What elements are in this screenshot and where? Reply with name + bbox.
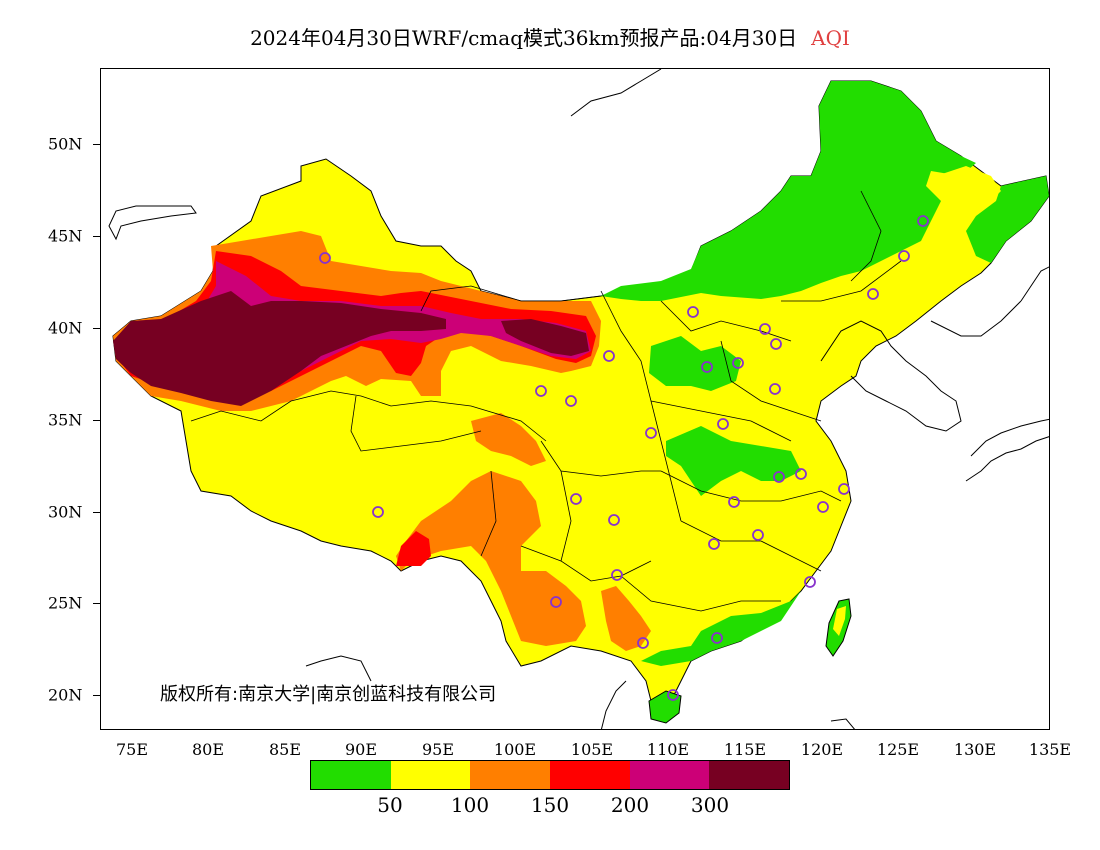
legend-swatch-green xyxy=(311,761,391,789)
northeast-east-green-region xyxy=(966,176,1049,263)
station-marker xyxy=(570,493,582,505)
lat-tick xyxy=(93,328,100,329)
station-marker xyxy=(701,361,713,373)
station-marker xyxy=(372,506,384,518)
station-marker xyxy=(732,357,744,369)
southwest-orange-region xyxy=(396,471,586,646)
copyright-text: 版权所有:南京大学|南京创蓝科技有限公司 xyxy=(160,684,497,705)
lat-label-25n: 25N xyxy=(48,593,83,613)
lon-label-115e: 115E xyxy=(723,740,767,759)
station-marker xyxy=(752,529,764,541)
legend-label-200: 200 xyxy=(610,793,650,817)
lon-label-125e: 125E xyxy=(876,740,920,759)
legend-label-300: 300 xyxy=(690,793,730,817)
dark-maroon-core xyxy=(113,291,446,406)
station-marker xyxy=(608,514,620,526)
lon-label-85e: 85E xyxy=(268,740,302,759)
station-marker xyxy=(867,288,879,300)
map-title: 2024年04月30日WRF/cmaq模式36km预报产品:04月30日 AQI xyxy=(0,22,1100,51)
green-patch-north-plain xyxy=(649,336,741,391)
station-marker xyxy=(917,215,929,227)
legend-label-50: 50 xyxy=(377,793,403,817)
station-marker xyxy=(769,383,781,395)
orange-patch-guangxi xyxy=(601,586,651,651)
hainan-green xyxy=(648,690,682,724)
station-marker xyxy=(773,471,785,483)
lat-label-35n: 35N xyxy=(48,410,83,430)
legend-swatch-red xyxy=(550,761,630,789)
orange-patch-qinghai xyxy=(471,413,546,466)
province-boundaries xyxy=(190,190,902,612)
station-marker xyxy=(565,395,577,407)
aqi-legend-bar xyxy=(310,760,790,790)
green-patch-south xyxy=(641,591,801,666)
station-marker xyxy=(804,576,816,588)
lon-label-95e: 95E xyxy=(421,740,455,759)
station-marker xyxy=(770,338,782,350)
lon-label-75e: 75E xyxy=(115,740,149,759)
lat-label-50n: 50N xyxy=(48,134,83,154)
lon-label-135e: 135E xyxy=(1028,740,1072,759)
station-marker xyxy=(637,637,649,649)
station-marker xyxy=(728,496,740,508)
legend-label-150: 150 xyxy=(530,793,570,817)
lon-label-90e: 90E xyxy=(344,740,378,759)
station-marker xyxy=(667,689,679,701)
variable-label: AQI xyxy=(811,26,850,50)
lat-label-30n: 30N xyxy=(48,502,83,522)
northeast-green-region xyxy=(601,81,976,301)
station-markers xyxy=(319,215,929,701)
lon-label-105e: 105E xyxy=(570,740,614,759)
lat-tick xyxy=(93,695,100,696)
legend-swatch-magenta xyxy=(629,761,710,789)
station-marker xyxy=(717,418,729,430)
map-area xyxy=(100,68,1050,730)
station-marker xyxy=(817,501,829,513)
red-patch-tibet xyxy=(396,531,431,566)
station-marker xyxy=(898,250,910,262)
station-marker xyxy=(711,632,723,644)
station-marker xyxy=(645,427,657,439)
lon-label-100e: 100E xyxy=(493,740,537,759)
legend-swatch-maroon xyxy=(709,761,790,789)
station-marker xyxy=(535,385,547,397)
station-marker xyxy=(708,538,720,550)
lon-label-130e: 130E xyxy=(953,740,997,759)
legend-swatch-yellow xyxy=(390,761,471,789)
lat-tick xyxy=(93,144,100,145)
legend-label-100: 100 xyxy=(450,793,490,817)
station-marker xyxy=(550,596,562,608)
station-marker xyxy=(687,306,699,318)
taiwan-yellow xyxy=(833,606,846,636)
lat-tick xyxy=(93,420,100,421)
station-marker xyxy=(838,483,850,495)
lon-label-110e: 110E xyxy=(646,740,690,759)
station-marker xyxy=(759,323,771,335)
station-marker xyxy=(603,350,615,362)
title-text: 2024年04月30日WRF/cmaq模式36km预报产品:04月30日 xyxy=(250,26,798,50)
yellow-patch-northeast xyxy=(936,166,1001,216)
lon-label-120e: 120E xyxy=(800,740,844,759)
lat-tick xyxy=(93,236,100,237)
station-marker xyxy=(611,569,623,581)
green-patch-central xyxy=(666,426,801,496)
legend-swatch-orange xyxy=(470,761,551,789)
lat-tick xyxy=(93,512,100,513)
lon-label-80e: 80E xyxy=(191,740,225,759)
station-marker xyxy=(319,252,331,264)
aqi-map-svg xyxy=(108,69,1049,729)
foreign-coastlines xyxy=(108,69,1049,729)
dark-maroon-east xyxy=(501,319,589,356)
lat-label-40n: 40N xyxy=(48,318,83,338)
lat-tick xyxy=(93,603,100,604)
station-marker xyxy=(795,468,807,480)
lat-label-45n: 45N xyxy=(48,226,83,246)
lat-label-20n: 20N xyxy=(48,685,83,705)
